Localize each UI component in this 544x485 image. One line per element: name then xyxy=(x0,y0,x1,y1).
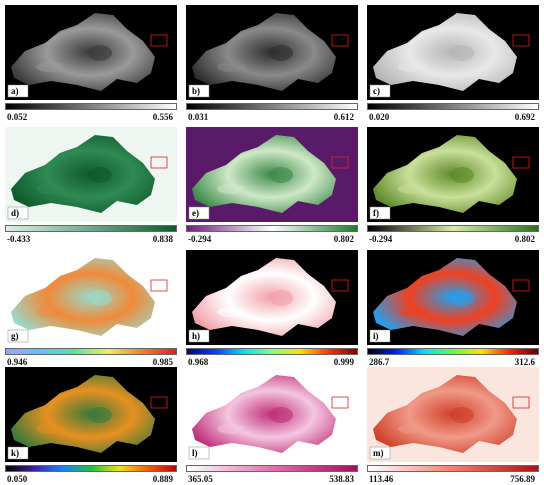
colorbar-max: 538.83 xyxy=(329,474,354,484)
map-image: a) xyxy=(5,5,177,100)
map-image: b) xyxy=(186,5,358,100)
colorbar xyxy=(367,348,539,355)
colorbar-max: 0.612 xyxy=(334,112,354,122)
colorbar xyxy=(367,103,539,110)
map-image: e) xyxy=(186,127,358,222)
colorbar-min: 0.052 xyxy=(7,112,27,122)
colorbar-max: 0.838 xyxy=(153,234,173,244)
panel-label: h) xyxy=(192,331,200,341)
colorbar-min: 0.050 xyxy=(7,474,27,484)
map-image: m) xyxy=(367,367,539,462)
colorbar-max: 756.89 xyxy=(510,474,535,484)
map-image: l) xyxy=(186,367,358,462)
colorbar-max: 0.999 xyxy=(334,357,354,367)
map-image: g) xyxy=(5,250,177,345)
map-image: c) xyxy=(367,5,539,100)
colorbar xyxy=(186,348,358,355)
panel-label: g) xyxy=(11,331,19,341)
colorbar-min: 0.946 xyxy=(7,357,27,367)
colorbar-max: 0.802 xyxy=(334,234,354,244)
panel-label: i) xyxy=(373,331,379,341)
map-image: i) xyxy=(367,250,539,345)
colorbar-max: 0.556 xyxy=(153,112,173,122)
colorbar xyxy=(367,225,539,232)
colorbar-max: 0.692 xyxy=(515,112,535,122)
map-image: k) xyxy=(5,367,177,462)
colorbar-min: 113.46 xyxy=(369,474,393,484)
colorbar-min: -0.294 xyxy=(369,234,392,244)
colorbar-min: 0.968 xyxy=(188,357,208,367)
panel-label: f) xyxy=(373,208,379,218)
colorbar-min: 365.05 xyxy=(188,474,213,484)
colorbar-min: 286.7 xyxy=(369,357,389,367)
panel-label: b) xyxy=(192,86,200,96)
colorbar-min: 0.031 xyxy=(188,112,208,122)
colorbar-max: 0.802 xyxy=(515,234,535,244)
colorbar xyxy=(5,103,177,110)
panel-label: e) xyxy=(192,208,199,218)
panel-label: m) xyxy=(373,448,384,458)
map-image: h) xyxy=(186,250,358,345)
colorbar xyxy=(186,465,358,472)
colorbar xyxy=(367,465,539,472)
colorbar-min: -0.433 xyxy=(7,234,30,244)
map-image: f) xyxy=(367,127,539,222)
panel-label: d) xyxy=(11,208,19,218)
colorbar xyxy=(5,225,177,232)
colorbar xyxy=(5,465,177,472)
colorbar-max: 0.985 xyxy=(153,357,173,367)
colorbar-max: 312.6 xyxy=(515,357,535,367)
panel-label: l) xyxy=(192,448,198,458)
colorbar xyxy=(186,225,358,232)
colorbar xyxy=(5,348,177,355)
colorbar-min: 0.020 xyxy=(369,112,389,122)
panel-label: k) xyxy=(11,448,19,458)
figure: a)0.0520.556b)0.0310.612c)0.0200.692d)-0… xyxy=(0,0,544,485)
colorbar-min: -0.294 xyxy=(188,234,211,244)
map-image: d) xyxy=(5,127,177,222)
panel-label: a) xyxy=(11,86,19,96)
panel-label: c) xyxy=(373,86,380,96)
colorbar-max: 0.889 xyxy=(153,474,173,484)
colorbar xyxy=(186,103,358,110)
